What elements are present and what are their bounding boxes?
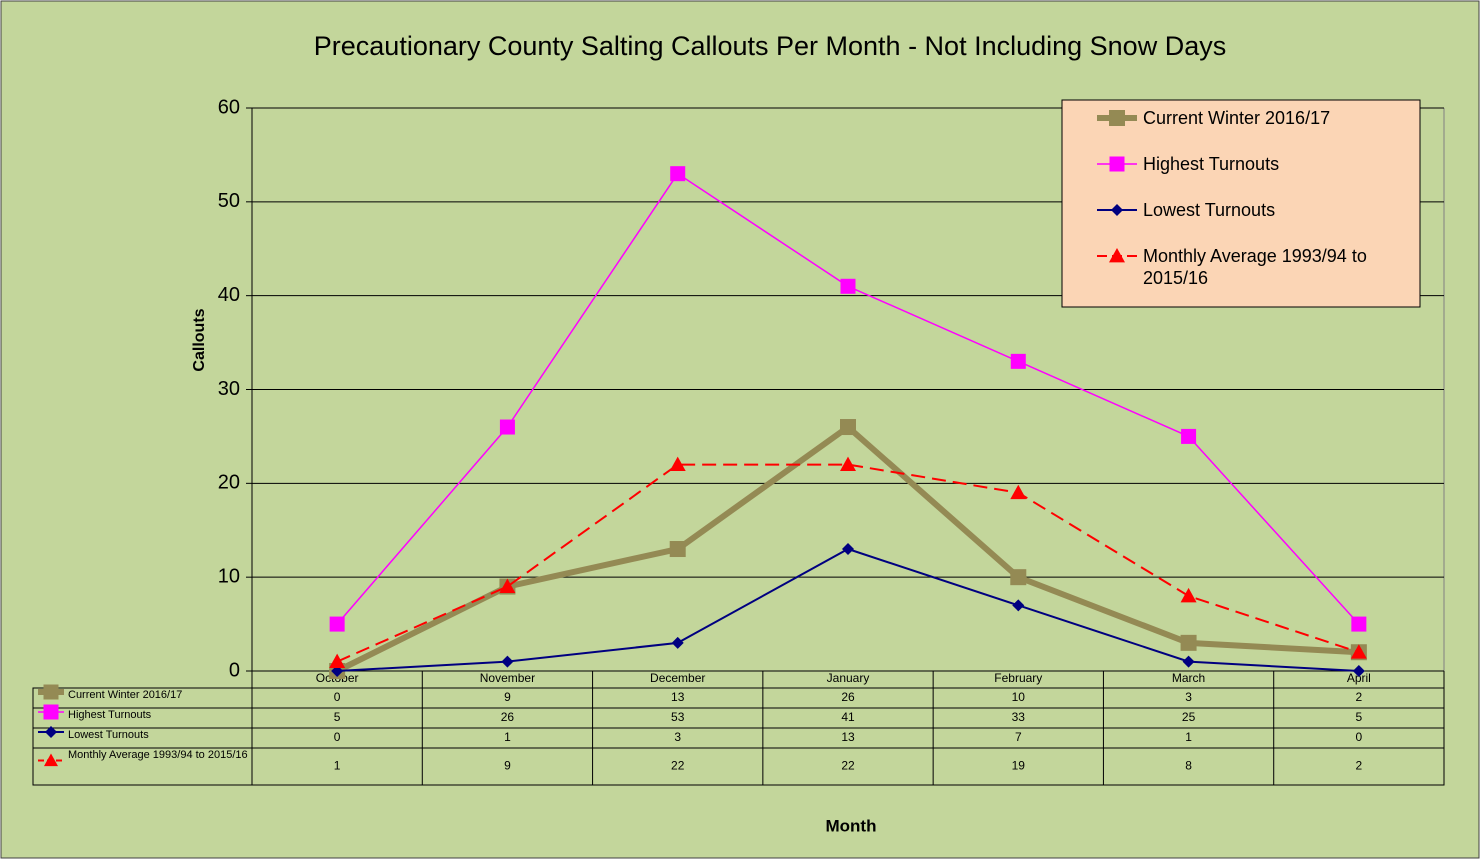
table-cell: 41 <box>841 710 855 724</box>
marker <box>842 543 854 556</box>
marker <box>44 753 58 767</box>
marker <box>1181 428 1197 444</box>
table-cell: 3 <box>674 730 681 744</box>
marker <box>1352 665 1365 677</box>
legend-label: Monthly Average 1993/94 to 2015/16 <box>1143 246 1367 288</box>
table-row-label: Monthly Average 1993/94 to 2015/16 <box>68 749 248 761</box>
marker <box>840 456 856 471</box>
table-cell: 2 <box>1356 759 1363 773</box>
marker <box>1010 569 1027 586</box>
marker <box>45 726 57 738</box>
marker <box>1109 110 1125 126</box>
marker <box>840 419 856 436</box>
table-cell: 25 <box>1182 710 1196 724</box>
x-tick-label: February <box>994 671 1042 685</box>
table-row-label: Highest Turnouts <box>68 709 152 721</box>
table-cell: 1 <box>504 730 511 744</box>
table-cell: 22 <box>671 759 685 773</box>
x-tick-label: March <box>1172 671 1205 685</box>
marker <box>1010 353 1026 369</box>
table-cell: 0 <box>334 730 341 744</box>
table-cell: 0 <box>1356 730 1363 744</box>
marker <box>1109 248 1125 263</box>
marker <box>1182 655 1195 668</box>
marker <box>329 616 345 632</box>
y-tick-label: 20 <box>218 472 240 494</box>
marker <box>1180 634 1197 651</box>
marker <box>499 419 515 435</box>
chart-title: Precautionary County Salting Callouts Pe… <box>314 31 1226 61</box>
table-cell: 19 <box>1012 759 1026 773</box>
table-cell: 3 <box>1185 690 1192 704</box>
legend-label: Lowest Turnouts <box>1143 200 1276 220</box>
marker <box>670 166 686 182</box>
marker <box>1012 599 1025 612</box>
table-cell: 10 <box>1012 690 1026 704</box>
marker <box>669 541 686 558</box>
table-cell: 9 <box>504 759 511 773</box>
y-tick-label: 30 <box>218 378 240 400</box>
marker <box>1111 204 1123 216</box>
marker <box>501 655 514 668</box>
y-tick-label: 0 <box>229 659 240 681</box>
table-cell: 7 <box>1015 730 1022 744</box>
table-row-label: Lowest Turnouts <box>68 729 149 741</box>
x-tick-label: November <box>480 671 535 685</box>
y-tick-label: 40 <box>218 284 240 306</box>
x-axis-label: Month <box>826 816 877 835</box>
legend-box <box>1061 99 1421 308</box>
x-tick-label: January <box>827 671 870 685</box>
table-row-label: Current Winter 2016/17 <box>68 689 183 701</box>
marker <box>329 653 346 669</box>
table-cell: 1 <box>1185 730 1192 744</box>
table-cell: 0 <box>334 690 341 704</box>
table-cell: 9 <box>504 690 511 704</box>
marker <box>43 704 59 720</box>
table-cell: 33 <box>1012 710 1026 724</box>
table-cell: 13 <box>841 730 855 744</box>
table-cell: 26 <box>841 690 855 704</box>
marker <box>669 456 686 471</box>
marker <box>499 578 516 593</box>
table-cell: 26 <box>501 710 515 724</box>
table-cell: 5 <box>1356 710 1363 724</box>
y-tick-label: 60 <box>218 96 240 118</box>
table-cell: 2 <box>1356 690 1363 704</box>
marker <box>1351 616 1367 632</box>
marker <box>1180 587 1197 603</box>
legend-label: Current Winter 2016/17 <box>1143 108 1331 128</box>
x-tick-label: December <box>650 671 705 685</box>
table-cell: 22 <box>841 759 855 773</box>
marker <box>1350 644 1367 659</box>
marker <box>671 636 684 649</box>
marker <box>43 684 59 700</box>
table-cell: 53 <box>671 710 685 724</box>
table-cell: 5 <box>334 710 341 724</box>
table-cell: 13 <box>671 690 685 704</box>
y-axis-label: Callouts <box>191 308 208 371</box>
table-cell: 1 <box>334 759 341 773</box>
marker <box>1109 156 1125 172</box>
y-tick-label: 10 <box>218 565 240 587</box>
marker <box>840 278 856 294</box>
marker <box>1010 484 1027 500</box>
x-tick-label: April <box>1347 671 1371 685</box>
legend-label: Highest Turnouts <box>1143 154 1280 174</box>
table-cell: 8 <box>1185 759 1192 773</box>
y-tick-label: 50 <box>218 190 240 212</box>
